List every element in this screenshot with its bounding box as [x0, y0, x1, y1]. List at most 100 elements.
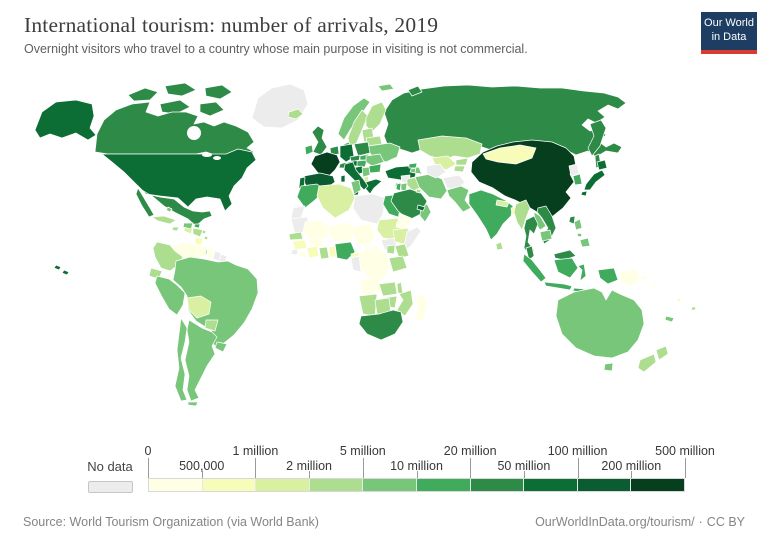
country-sierra-leone[interactable]: [290, 248, 299, 256]
country-poland[interactable]: [353, 141, 371, 157]
country-argentina[interactable]: [184, 319, 218, 402]
country-indonesia[interactable]: [543, 281, 573, 291]
country-indonesia[interactable]: [553, 257, 579, 279]
country-madagascar[interactable]: [414, 293, 428, 323]
country-libya[interactable]: [352, 193, 386, 225]
country-hungary[interactable]: [356, 159, 368, 168]
country-canada[interactable]: [159, 99, 191, 115]
country-sri-lanka[interactable]: [495, 241, 504, 251]
country-myanmar[interactable]: [513, 199, 531, 231]
owid-logo[interactable]: Our World in Data: [701, 12, 757, 54]
country-canada[interactable]: [127, 87, 159, 102]
country-png[interactable]: [619, 268, 641, 287]
legend-bar[interactable]: [148, 478, 685, 492]
country-new-zealand[interactable]: [655, 345, 669, 361]
country-pakistan[interactable]: [446, 185, 472, 213]
country-paraguay[interactable]: [204, 319, 219, 332]
country-cambodia[interactable]: [539, 229, 553, 242]
country-ghana[interactable]: [318, 246, 330, 260]
country-mexico[interactable]: [135, 187, 155, 218]
country-zambia[interactable]: [378, 281, 398, 297]
country-norway[interactable]: [337, 97, 371, 141]
country-angola[interactable]: [358, 277, 382, 295]
country-svalbard[interactable]: [377, 83, 395, 92]
country-drc[interactable]: [358, 249, 390, 281]
country-canada[interactable]: [199, 101, 225, 117]
country-tajikistan[interactable]: [453, 165, 466, 173]
country-kyrgyzstan[interactable]: [455, 157, 469, 166]
country-honduras[interactable]: [192, 227, 204, 238]
country-peru[interactable]: [154, 275, 186, 316]
country-japan[interactable]: [596, 159, 608, 171]
country-serbia[interactable]: [361, 166, 371, 178]
country-lesser-antilles[interactable]: [203, 235, 209, 241]
country-india[interactable]: [468, 189, 514, 241]
country-alaska[interactable]: [34, 99, 97, 141]
country-somalia[interactable]: [402, 226, 422, 253]
country-hawaii[interactable]: [53, 264, 62, 271]
country-north-korea[interactable]: [568, 163, 580, 177]
country-hawaii[interactable]: [61, 269, 70, 276]
country-new-zealand[interactable]: [637, 353, 657, 373]
country-lesser-antilles[interactable]: [201, 229, 207, 235]
country-south-korea[interactable]: [572, 173, 583, 186]
legend-bin-4[interactable]: [363, 479, 417, 491]
legend-bin-6[interactable]: [470, 479, 525, 491]
country-italy[interactable]: [343, 161, 369, 191]
country-tunisia[interactable]: [350, 179, 362, 195]
country-greenland[interactable]: [251, 83, 309, 129]
country-usa[interactable]: [101, 148, 257, 212]
country-kuwait[interactable]: [415, 188, 422, 194]
country-russia[interactable]: [587, 119, 607, 157]
country-brazil[interactable]: [172, 256, 259, 348]
country-belgium-netherlands[interactable]: [329, 145, 340, 156]
country-new-caledonia[interactable]: [664, 315, 675, 323]
country-png[interactable]: [640, 274, 649, 281]
country-taiwan[interactable]: [568, 215, 576, 225]
country-bulgaria[interactable]: [368, 163, 382, 174]
country-ireland[interactable]: [304, 144, 314, 156]
country-puerto-rico[interactable]: [193, 223, 201, 229]
country-cuba[interactable]: [151, 215, 177, 225]
country-indonesia[interactable]: [522, 253, 547, 283]
country-russia[interactable]: [407, 85, 423, 97]
country-italy[interactable]: [340, 174, 346, 183]
country-romania[interactable]: [365, 153, 385, 167]
country-mali[interactable]: [302, 219, 330, 241]
country-indonesia[interactable]: [597, 267, 619, 285]
country-south-africa[interactable]: [358, 309, 404, 341]
world-map[interactable]: [28, 80, 748, 440]
country-hispaniola[interactable]: [182, 222, 194, 230]
country-bahamas[interactable]: [165, 206, 173, 213]
country-guinea[interactable]: [292, 239, 308, 251]
country-malawi[interactable]: [396, 281, 404, 295]
country-philippines[interactable]: [576, 232, 583, 238]
country-france[interactable]: [310, 151, 341, 177]
country-niger[interactable]: [328, 221, 356, 243]
country-japan[interactable]: [583, 169, 606, 191]
country-chad[interactable]: [352, 223, 376, 247]
country-western-sahara[interactable]: [290, 205, 306, 220]
legend-bin-0[interactable]: [149, 479, 203, 491]
country-canada[interactable]: [164, 82, 197, 97]
country-israel[interactable]: [395, 182, 402, 192]
legend-bin-1[interactable]: [202, 479, 257, 491]
country-iceland[interactable]: [287, 108, 304, 120]
country-uruguay[interactable]: [214, 341, 228, 353]
legend-bin-8[interactable]: [577, 479, 632, 491]
country-australia[interactable]: [555, 287, 645, 359]
country-gabon-congo[interactable]: [350, 255, 362, 273]
country-malaysia[interactable]: [525, 245, 535, 261]
country-finland[interactable]: [365, 101, 387, 133]
country-vanuatu[interactable]: [676, 297, 682, 303]
country-jamaica[interactable]: [171, 226, 180, 232]
country-ivory-coast[interactable]: [306, 245, 320, 259]
legend-bin-5[interactable]: [416, 479, 471, 491]
country-nepal[interactable]: [495, 199, 510, 208]
country-uk[interactable]: [311, 125, 328, 156]
legend-bin-9[interactable]: [631, 479, 684, 491]
country-mexico[interactable]: [137, 185, 213, 227]
country-solomon[interactable]: [650, 282, 657, 288]
country-algeria[interactable]: [316, 183, 356, 219]
country-senegal[interactable]: [288, 231, 304, 241]
